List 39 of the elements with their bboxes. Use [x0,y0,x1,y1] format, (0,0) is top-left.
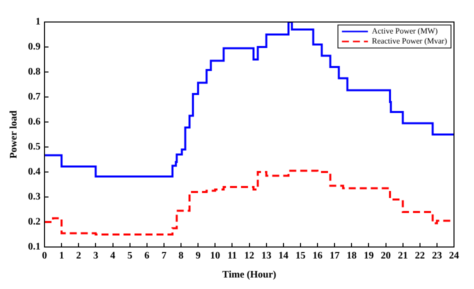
y-tick-label: 0.5 [28,142,40,153]
x-tick-label: 1 [59,250,64,262]
x-tick-label: 10 [210,250,220,262]
x-tick-label: 6 [144,250,150,262]
x-tick-label: 4 [110,250,116,262]
y-tick-label: 0.8 [28,66,40,78]
x-tick-label: 16 [312,250,322,262]
x-axis-title: Time (Hour) [222,270,276,281]
y-tick-label: 0.2 [28,216,40,228]
x-tick-label: 11 [227,250,237,262]
y-tick-label: 0.9 [28,42,40,53]
y-tick-label: 0.1 [28,242,40,253]
x-tick-label: 24 [449,250,459,262]
x-tick-label: 20 [380,250,391,262]
x-tick-label: 8 [178,250,184,262]
x-tick-label: 17 [330,250,340,262]
x-tick-label: 21 [398,250,408,262]
x-tick-label: 2 [76,250,82,262]
legend-label: Reactive Power (Mvar) [372,36,448,46]
x-tick-label: 13 [261,250,272,262]
y-tick-label: 1 [36,16,40,28]
x-tick-label: 12 [244,250,254,262]
y-tick-label: 0.3 [28,192,40,203]
y-tick-label: 0.6 [28,116,40,128]
x-tick-label: 23 [432,250,442,262]
y-axis-title: Power load [8,110,20,158]
x-tick-label: 9 [196,250,201,262]
x-tick-label: 14 [278,250,288,262]
x-tick-label: 0 [42,250,47,262]
x-tick-label: 22 [414,250,425,262]
x-tick-label: 15 [295,250,306,262]
y-tick-label: 0.7 [28,92,40,103]
x-tick-label: 5 [127,250,132,262]
x-tick-label: 19 [364,250,374,262]
x-tick-label: 3 [93,250,98,262]
x-tick-label: 7 [161,250,166,262]
y-tick-label: 0.4 [28,166,40,178]
legend-label: Active Power (MW) [372,26,438,36]
x-tick-label: 18 [346,250,357,262]
